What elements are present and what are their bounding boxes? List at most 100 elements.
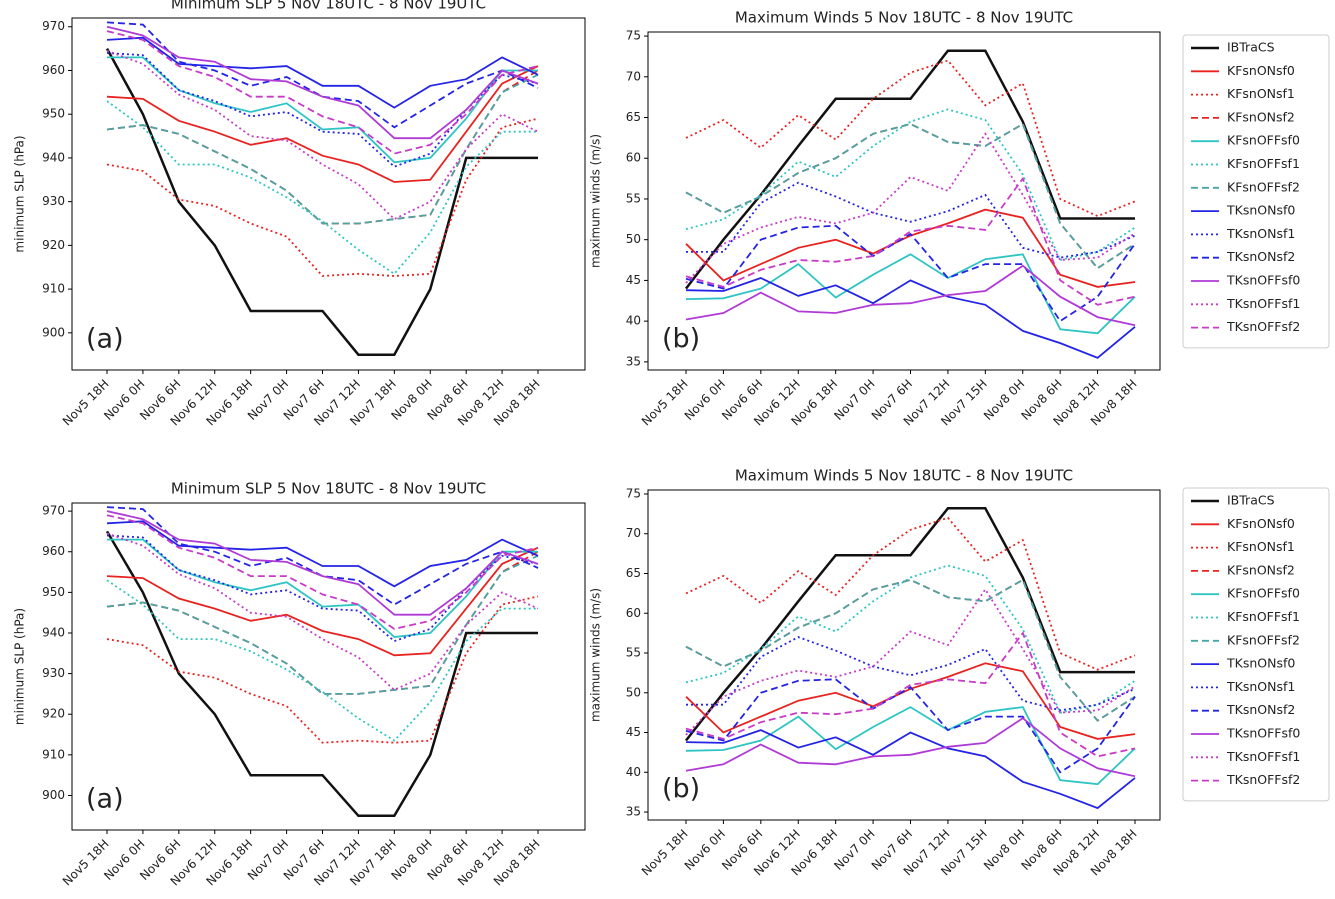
y-tick-label: 35 [626, 805, 641, 819]
chart-panel: Maximum Winds 5 Nov 18UTC - 8 Nov 19UTC m… [589, 467, 1330, 878]
series-line [685, 706, 1136, 786]
series-line [685, 578, 1136, 722]
legend-label: TKsnOFFsf0 [1226, 273, 1300, 288]
chart-panel: Minimum SLP 5 Nov 18UTC - 8 Nov 19UTC min… [13, 0, 586, 428]
legend-label: TKsnONsf0 [1226, 203, 1295, 218]
series-line [685, 264, 1136, 327]
y-tick-label: 75 [626, 29, 641, 43]
y-tick-label: 920 [42, 707, 65, 721]
y-tick-label: 35 [626, 354, 641, 368]
y-axis-label: minimum SLP (hPa) [13, 608, 27, 725]
series-line [106, 30, 539, 155]
y-tick-label: 930 [42, 666, 65, 680]
plot-frame [71, 502, 586, 831]
chart-title: Maximum Winds 5 Nov 18UTC - 8 Nov 19UTC [735, 9, 1073, 27]
y-tick-label: 960 [42, 544, 65, 558]
series-line [106, 506, 539, 606]
plot-frame [71, 17, 586, 371]
y-axis-label: minimum SLP (hPa) [13, 135, 27, 252]
series-line [107, 56, 538, 164]
y-tick-label: 45 [626, 725, 641, 739]
series-line [106, 69, 539, 225]
series-line [685, 564, 1136, 714]
legend-label: KFsnONsf0 [1227, 516, 1295, 531]
legend-box [1182, 487, 1330, 802]
y-tick-label: 970 [42, 19, 65, 33]
series-line [106, 595, 539, 744]
y-tick-label: 40 [626, 314, 641, 328]
y-tick-label: 70 [626, 69, 641, 83]
series-line [106, 49, 539, 221]
y-tick-label: 40 [626, 765, 641, 779]
y-tick-label: 65 [626, 110, 641, 124]
legend-label: TKsnOFFsf0 [1226, 726, 1300, 741]
series-line [685, 587, 1136, 736]
y-tick-label: 920 [42, 238, 65, 252]
series-line [685, 108, 1136, 262]
series-line [685, 122, 1136, 270]
legend-label: KFsnOFFsf1 [1227, 156, 1300, 171]
y-tick-label: 940 [42, 625, 65, 639]
series-line [106, 117, 539, 277]
legend-label: KFsnONsf2 [1227, 562, 1295, 577]
y-tick-label: 960 [42, 63, 65, 77]
y-tick-label: 910 [42, 282, 65, 296]
y-tick-label: 950 [42, 585, 65, 599]
plot-frame [647, 489, 1161, 821]
series-line [106, 52, 539, 168]
series-line [685, 208, 1136, 288]
chart-panel: Minimum SLP 5 Nov 18UTC - 8 Nov 19UTC min… [13, 480, 586, 888]
series-line [106, 36, 539, 109]
legend-label: IBTraCS [1227, 493, 1275, 508]
y-tick-label: 55 [626, 646, 641, 660]
series-line [106, 25, 539, 140]
legend-label: KFsnOFFsf2 [1227, 632, 1300, 647]
series-line [106, 520, 539, 588]
panel-label: (b) [662, 774, 700, 805]
legend-label: KFsnONsf1 [1227, 86, 1295, 101]
y-tick-label: 940 [42, 150, 65, 164]
series-line [106, 514, 539, 630]
series-line [106, 73, 539, 225]
legend-label: KFsnOFFsf0 [1227, 133, 1300, 148]
series-line [685, 132, 1136, 284]
series-line [685, 578, 1136, 722]
legend-label: TKsnONsf1 [1226, 679, 1295, 694]
chart-panel: Maximum Winds 5 Nov 18UTC - 8 Nov 19UTC m… [589, 9, 1330, 428]
series-line [685, 662, 1136, 740]
y-tick-label: 60 [626, 606, 641, 620]
panel-label: (b) [662, 324, 700, 355]
series-line [106, 510, 539, 616]
series-line [685, 253, 1136, 335]
series-line [106, 100, 538, 275]
legend-label: KFsnOFFsf0 [1227, 586, 1300, 601]
legend-label: KFsnONsf2 [1227, 109, 1295, 124]
legend-label: TKsnONsf2 [1226, 702, 1295, 717]
y-tick-label: 75 [626, 486, 641, 500]
legend-label: TKsnOFFsf2 [1226, 772, 1300, 787]
series-line [685, 122, 1136, 270]
y-tick-label: 900 [42, 788, 65, 802]
y-tick-label: 970 [42, 504, 65, 518]
series-line [685, 224, 1136, 323]
series-line [106, 550, 539, 695]
legend-label: TKsnOFFsf2 [1226, 319, 1300, 334]
series-line [685, 277, 1136, 359]
y-tick-label: 900 [42, 325, 65, 339]
series-line [685, 678, 1136, 774]
y-tick-label: 50 [626, 685, 641, 699]
legend-label: TKsnONsf0 [1226, 656, 1295, 671]
y-tick-label: 950 [42, 107, 65, 121]
series-line [685, 717, 1136, 778]
y-tick-label: 65 [626, 566, 641, 580]
legend-label: TKsnONsf2 [1226, 249, 1295, 264]
legend-label: KFsnONsf1 [1227, 539, 1295, 554]
series-line [106, 534, 539, 643]
series-line [107, 538, 538, 638]
legend-label: KFsnOFFsf2 [1227, 179, 1300, 194]
y-tick-label: 930 [42, 194, 65, 208]
series-line [686, 181, 1136, 259]
series-line [685, 49, 1135, 290]
